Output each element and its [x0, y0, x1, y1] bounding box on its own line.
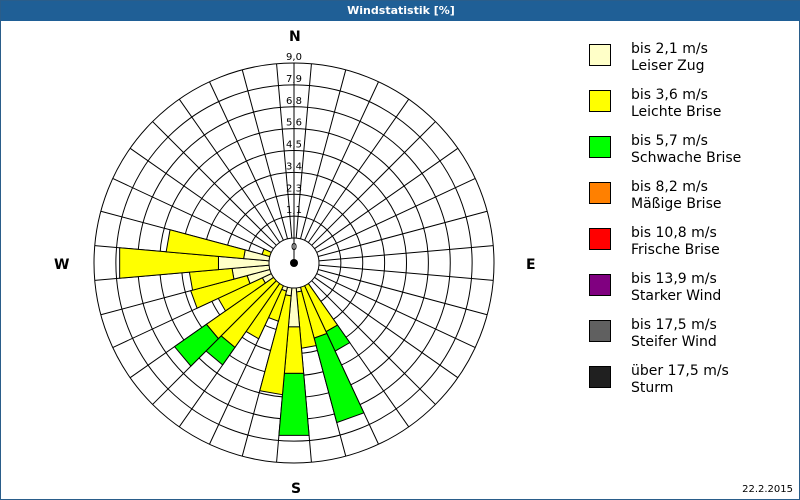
grid-spoke	[276, 63, 293, 239]
legend-speed: bis 5,7 m/s	[631, 133, 708, 149]
grid-spoke	[318, 245, 494, 262]
window-title: Windstatistik [%]	[1, 1, 800, 21]
wind-sector	[313, 332, 365, 424]
legend-speed: über 17,5 m/s	[631, 363, 729, 379]
compass-east-label: E	[526, 257, 536, 273]
legend-swatch	[589, 182, 611, 204]
compass-north-label: N	[289, 29, 301, 45]
grid-spoke	[311, 280, 436, 405]
legend-speed: bis 13,9 m/s	[631, 271, 717, 287]
legend-label: Schwache Brise	[631, 150, 742, 166]
grid-spoke	[295, 63, 312, 239]
wind-sector	[165, 229, 246, 260]
legend-swatch	[589, 320, 611, 342]
legend-swatch	[589, 90, 611, 112]
legend-label: Leichte Brise	[631, 104, 722, 120]
ring-label: 6,8	[286, 96, 302, 107]
grid-spoke	[318, 264, 494, 281]
ring-label: 0	[291, 242, 297, 253]
legend-speed: bis 10,8 m/s	[631, 225, 717, 241]
wind-sector	[119, 247, 219, 279]
wind-sector	[259, 294, 292, 396]
grid-spoke	[314, 147, 459, 250]
wind-sector	[190, 274, 251, 309]
legend-label: Mäßige Brise	[631, 196, 722, 212]
legend-speed: bis 3,6 m/s	[631, 87, 708, 103]
legend-label: Sturm	[631, 380, 674, 396]
ring-label: 1,1	[286, 205, 302, 216]
legend-label: Leiser Zug	[631, 58, 705, 74]
compass-south-label: S	[291, 481, 302, 497]
legend-speed: bis 17,5 m/s	[631, 317, 717, 333]
date-label: 22.2.2015	[742, 484, 793, 495]
grid-spoke	[316, 273, 476, 348]
ring-label: 9,0	[286, 52, 302, 63]
grid-spoke	[178, 98, 281, 243]
grid-spoke	[241, 69, 289, 239]
ring-label: 3,4	[286, 161, 302, 172]
compass-west-label: W	[54, 257, 70, 273]
center-dot	[290, 259, 298, 267]
legend-swatch	[589, 274, 611, 296]
ring-label: 2,3	[286, 183, 302, 194]
grid-spoke	[307, 98, 410, 243]
grid-spoke	[152, 121, 277, 246]
grid-spoke	[314, 276, 459, 379]
grid-spoke	[311, 121, 436, 246]
grid-spoke	[299, 69, 347, 239]
ring-label: 7,9	[286, 74, 302, 85]
legend-speed: bis 8,2 m/s	[631, 179, 708, 195]
legend-label: Steifer Wind	[631, 334, 717, 350]
wind-rose-chart: 0 1,1 2,3 3,4 4,5 5,6 6,8 7,9 9,0	[93, 52, 495, 464]
ring-label: 5,6	[286, 118, 302, 129]
legend-speed: bis 2,1 m/s	[631, 41, 708, 57]
grid-spoke	[129, 147, 274, 250]
grid-spoke	[318, 210, 488, 258]
legend-label: Starker Wind	[631, 288, 722, 304]
wind-sector	[278, 372, 310, 436]
grid-spoke	[112, 178, 272, 253]
legend-label: Frische Brise	[631, 242, 720, 258]
grid-spoke	[209, 81, 284, 241]
legend-swatch	[589, 44, 611, 66]
grid-spoke	[316, 178, 476, 253]
legend-swatch	[589, 366, 611, 388]
legend-swatch	[589, 228, 611, 250]
grid-spoke	[318, 268, 488, 316]
grid-spoke	[304, 81, 379, 241]
legend-swatch	[589, 136, 611, 158]
ring-label: 4,5	[286, 140, 302, 151]
wind-sector	[173, 323, 220, 367]
